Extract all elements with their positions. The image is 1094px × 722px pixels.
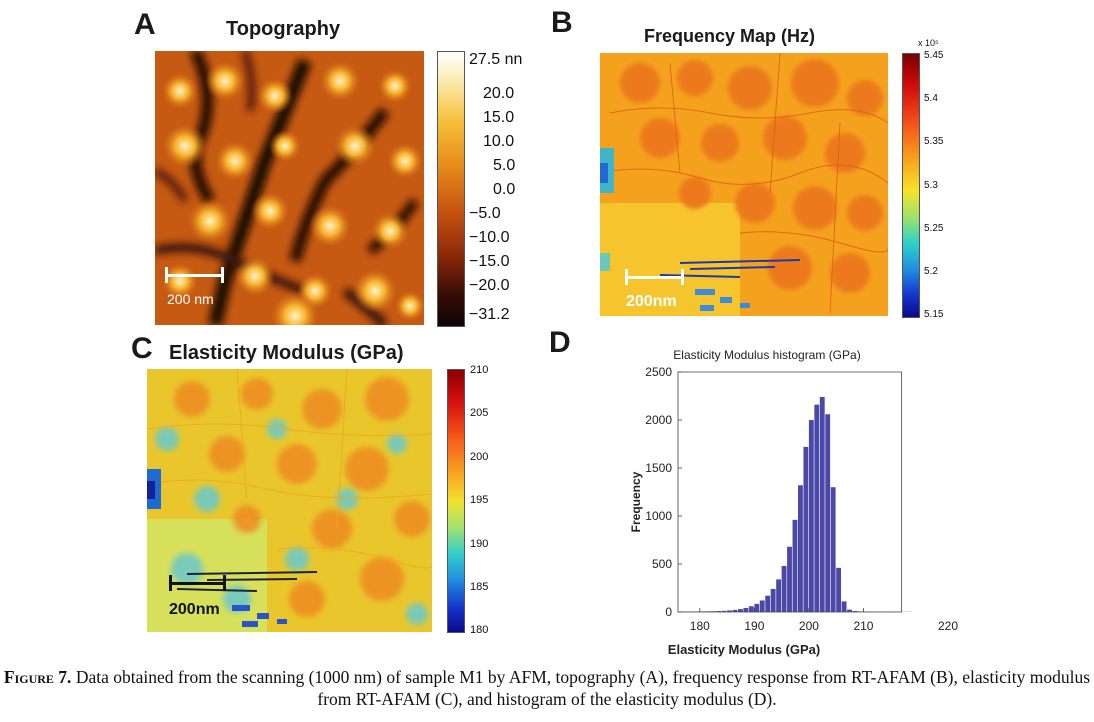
topography-cbar-label: −10.0	[469, 229, 510, 246]
histogram-bar	[727, 610, 732, 612]
histogram-xtick-label: 200	[799, 619, 819, 633]
panel-b-letter: B	[551, 6, 573, 39]
caption-text: Data obtained from the scanning (1000 nm…	[71, 667, 1091, 709]
elasticity-scalebar-label: 200nm	[169, 601, 220, 618]
histogram-ytick-label: 1500	[645, 461, 672, 475]
frequency-image	[600, 53, 888, 316]
histogram-xtick-label: 220	[938, 619, 958, 633]
histogram-bar	[732, 609, 738, 612]
histogram-bar	[836, 567, 842, 612]
frequency-scalebar	[625, 276, 683, 279]
elasticity-cbar-label: 180	[470, 624, 489, 636]
histogram-bar	[716, 611, 722, 612]
topography-cbar-label: 0.0	[493, 181, 516, 198]
elasticity-cbar-label: 205	[470, 407, 489, 419]
histogram-title: Elasticity Modulus histogram (GPa)	[673, 348, 860, 362]
frequency-scalebar-cap-right	[681, 269, 684, 285]
frequency-cbar-label: 5.25	[924, 223, 944, 234]
histogram-ytick-label: 2500	[645, 365, 672, 379]
elasticity-histogram: Elasticity Modulus histogram (GPa) 0 500 1…	[629, 348, 958, 657]
topography-scalebar-label: 200 nm	[167, 291, 214, 307]
caption-figure-number: Figure 7.	[3, 667, 72, 687]
elasticity-map: 200nm	[147, 369, 432, 632]
frequency-cbar-label: 5.3	[924, 180, 938, 191]
histogram-bar	[798, 485, 803, 612]
frequency-cbar-label: 5.4	[924, 93, 938, 104]
topography-colorbar	[437, 51, 465, 327]
histogram-bar	[830, 487, 836, 612]
histogram-bar	[825, 414, 831, 612]
histogram-bar	[765, 595, 771, 612]
elasticity-cbar-label: 190	[470, 538, 489, 550]
histogram-bars	[678, 396, 912, 612]
histogram-bar	[792, 519, 798, 612]
histogram-bar	[803, 446, 809, 612]
topography-cbar-label: 10.0	[483, 133, 515, 150]
frequency-colorbar	[902, 53, 920, 318]
histogram-frame	[677, 371, 903, 613]
histogram-xtick-label: 190	[744, 619, 764, 633]
histogram-bar	[847, 609, 852, 612]
frequency-cbar-label: 5.35	[924, 136, 944, 147]
histogram-bar	[770, 588, 776, 612]
elasticity-cbar-label: 195	[470, 494, 489, 506]
frequency-cbar-multiplier: x 10⁵	[918, 38, 939, 48]
frequency-cbar-label: 5.45	[924, 50, 944, 61]
histogram-bar	[721, 610, 727, 612]
histogram-bar	[748, 606, 754, 612]
topography-scalebar-cap-right	[221, 267, 224, 283]
elasticity-scalebar	[169, 582, 225, 585]
figure-caption: Figure 7. Data obtained from the scannin…	[0, 666, 1094, 710]
histogram-bar	[852, 611, 858, 612]
histogram-bar	[841, 601, 847, 612]
histogram-bar	[743, 607, 749, 612]
topography-cbar-label: 20.0	[483, 85, 515, 102]
frequency-scalebar-label: 200nm	[626, 293, 677, 310]
topography-cbar-label: 15.0	[483, 109, 515, 126]
histogram-bar	[759, 600, 765, 612]
topography-cbar-label: 5.0	[493, 157, 516, 174]
elasticity-cbar-label: 200	[470, 451, 489, 463]
topography-cbar-label: −5.0	[469, 205, 501, 222]
elasticity-scalebar-cap-right	[223, 575, 226, 591]
histogram-bar	[776, 579, 782, 612]
panel-c-title: Elasticity Modulus (GPa)	[169, 342, 404, 364]
histogram-xlabel: Elasticity Modulus (GPa)	[668, 642, 820, 657]
elasticity-image	[147, 369, 432, 632]
topography-cbar-label: −15.0	[469, 253, 510, 270]
histogram-ylabel: Frequency	[629, 471, 643, 532]
elasticity-colorbar	[447, 369, 465, 633]
elasticity-cbar-label: 185	[470, 581, 489, 593]
histogram-bar	[808, 420, 814, 612]
histogram-bar	[819, 396, 825, 612]
topography-scalebar	[165, 274, 223, 277]
panel-d-letter: D	[549, 326, 571, 359]
histogram-axes: 0 500 1000 1500 2000 2500 180 190 200 210 220	[645, 365, 958, 633]
histogram-xtick-label: 180	[690, 619, 710, 633]
histogram-bar	[754, 603, 760, 612]
histogram-ytick-label: 2000	[645, 413, 672, 427]
histogram-xtick-label: 210	[853, 619, 873, 633]
histogram-ytick-label: 500	[652, 557, 672, 571]
panel-b-title: Frequency Map (Hz)	[644, 26, 816, 46]
panel-c-letter: C	[131, 332, 153, 365]
histogram-bar	[814, 404, 820, 612]
topography-map: 200 nm	[155, 51, 424, 325]
frequency-cbar-label: 5.15	[924, 309, 944, 320]
frequency-map: 200nm	[600, 53, 888, 316]
topography-cbar-label: 27.5 nn	[469, 51, 523, 68]
histogram-ytick-label: 0	[665, 605, 672, 619]
histogram-ytick-label: 1000	[645, 509, 672, 523]
histogram-bar	[781, 565, 787, 612]
histogram-bar	[787, 546, 792, 612]
frequency-cbar-label: 5.2	[924, 266, 938, 277]
topography-cbar-label: −31.2	[469, 306, 510, 323]
panel-a-title: Topography	[226, 18, 341, 40]
topography-image	[155, 51, 424, 325]
elasticity-cbar-label: 210	[470, 364, 489, 376]
topography-cbar-label: −20.0	[469, 277, 510, 294]
panel-a-letter: A	[134, 8, 156, 41]
histogram-bar	[738, 609, 743, 612]
